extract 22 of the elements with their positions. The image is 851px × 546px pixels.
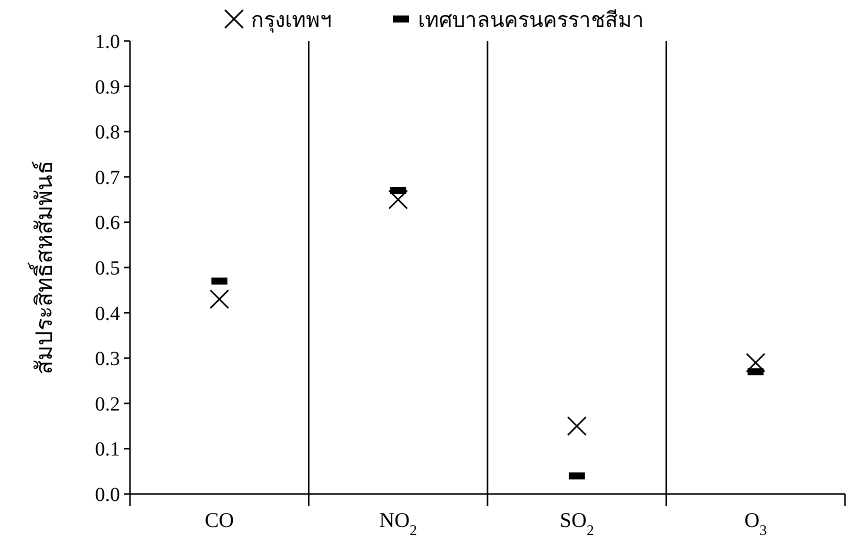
y-tick-label: 0.7 xyxy=(95,166,120,189)
y-tick-label: 0.9 xyxy=(95,76,120,98)
legend-label: เทศบาลนครนครราชสีมา xyxy=(418,8,644,32)
y-tick-label: 0.2 xyxy=(95,393,120,416)
point xyxy=(388,190,408,210)
y-tick-label: 0.4 xyxy=(95,302,120,325)
y-tick-label: 0.1 xyxy=(95,438,120,461)
point xyxy=(746,352,766,372)
y-tick-label: 0.3 xyxy=(95,348,120,370)
x-tick-label: SO$_{2}$ xyxy=(560,508,594,539)
y-tick-label: 0.5 xyxy=(95,258,120,280)
point xyxy=(567,416,587,436)
legend-label: กรุงเทพฯ xyxy=(251,8,332,33)
x-tick-label: NO$_{2}$ xyxy=(379,508,417,539)
x-tick-label: O$_{3}$ xyxy=(744,508,767,539)
point xyxy=(210,289,230,310)
y-tick-label: 1.0 xyxy=(95,31,120,53)
y-tick-label: 0.0 xyxy=(95,484,120,506)
x-tick-label: CO xyxy=(204,508,234,532)
y-tick-label: 0.8 xyxy=(95,122,120,144)
y-tick-label: 0.6 xyxy=(95,212,120,234)
y-axis-title: สัมประสิทธิ์สหสัมพันธ์ xyxy=(27,160,57,374)
